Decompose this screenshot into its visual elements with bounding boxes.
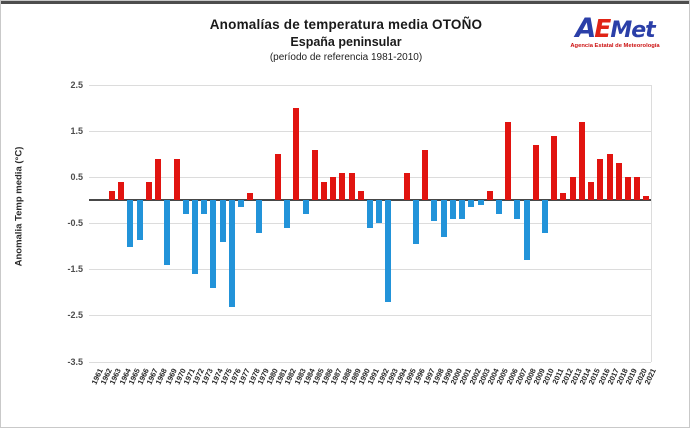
bar-2003: [477, 200, 484, 206]
chart-title: Anomalías de temperatura media OTOÑO: [209, 17, 483, 32]
bar-2010: [542, 200, 549, 233]
y-tick-label: 2.5: [70, 79, 83, 90]
chart-header: Anomalías de temperatura media OTOÑO Esp…: [101, 17, 591, 63]
bar-1968: [155, 158, 162, 201]
logo-letter-a: A: [575, 13, 596, 44]
bar-1983: [293, 108, 300, 201]
bar-2019: [624, 177, 631, 201]
bar-1971: [182, 200, 189, 215]
gridline-y--2.5: [89, 315, 651, 317]
bar-1985: [311, 149, 318, 201]
bar-2008: [523, 200, 530, 261]
y-tick-label: -1.5: [67, 264, 83, 275]
bar-1974: [210, 200, 217, 289]
bar-1992: [376, 200, 383, 224]
logo-letter-e: E: [594, 14, 611, 43]
y-tick-label: 0.5: [70, 171, 83, 182]
bar-1997: [422, 149, 429, 201]
aemet-logo-caption: Agencia Estatal de Meteorología: [570, 43, 660, 49]
bar-2015: [588, 181, 595, 201]
bar-1981: [274, 154, 281, 201]
bar-1999: [440, 200, 447, 238]
bar-1964: [118, 181, 125, 201]
bar-2014: [578, 121, 585, 201]
logo-letters-met: Met: [610, 18, 655, 43]
plot-area: 1961 1962 1963 1964 1965 1966 1967 1968 1969 1970…: [89, 84, 658, 386]
gridline-y-0.5: [89, 176, 651, 178]
bar-2007: [514, 200, 521, 219]
gridline-y-2.5: [89, 84, 651, 86]
bar-2013: [569, 177, 576, 201]
bar-1987: [330, 177, 337, 201]
gridline-y-1.5: [89, 130, 651, 132]
window-top-edge: [1, 1, 689, 4]
bar-1993: [385, 200, 392, 302]
bar-1977: [238, 200, 245, 208]
bar-1984: [302, 200, 309, 215]
y-tick-label: -2.5: [67, 310, 83, 321]
bar-2004: [486, 191, 493, 201]
bar-2002: [468, 200, 475, 208]
bar-1988: [339, 172, 346, 201]
bar-1978: [247, 193, 254, 201]
bar-1969: [164, 200, 171, 266]
bar-2011: [551, 135, 558, 201]
bar-1976: [228, 200, 235, 307]
bar-1966: [136, 200, 143, 240]
bar-2009: [532, 145, 539, 201]
bar-1967: [145, 181, 152, 201]
bar-2000: [449, 200, 456, 219]
bar-1990: [357, 191, 364, 201]
bar-2017: [606, 154, 613, 201]
gridline-y--3.5: [89, 361, 651, 363]
chart-subtitle: España peninsular: [290, 35, 402, 49]
bar-2005: [495, 200, 502, 215]
bar-1995: [403, 172, 410, 201]
y-tick-label: -3.5: [67, 356, 83, 367]
bar-2006: [505, 121, 512, 201]
gridline-y--1.5: [89, 269, 651, 271]
bar-2018: [615, 163, 622, 201]
bar-2016: [597, 158, 604, 201]
bar-1965: [127, 200, 134, 247]
bar-1975: [219, 200, 226, 242]
aemet-logo: AEMet Agencia Estatal de Meteorología: [563, 15, 667, 50]
chart-reference-period: (período de referencia 1981-2010): [269, 52, 423, 63]
y-tick-label: -0.5: [67, 218, 83, 228]
bar-2012: [560, 193, 567, 201]
bar-1996: [413, 200, 420, 245]
bar-1973: [201, 200, 208, 215]
bar-1963: [109, 191, 116, 201]
bar-1989: [348, 172, 355, 201]
bar-2021: [643, 195, 650, 201]
bar-1970: [173, 158, 180, 201]
bar-1998: [431, 200, 438, 222]
bar-1979: [256, 200, 263, 233]
bar-1986: [320, 181, 327, 201]
aemet-logo-wordmark: AEMet: [563, 15, 667, 42]
y-tick-label: 1.5: [70, 125, 83, 136]
bar-1972: [191, 200, 198, 275]
y-axis-title: Anomalia Temp media (°C): [13, 146, 25, 267]
bar-1982: [284, 200, 291, 229]
bar-2001: [459, 200, 466, 219]
bar-1991: [367, 200, 373, 229]
bar-2020: [634, 177, 641, 201]
